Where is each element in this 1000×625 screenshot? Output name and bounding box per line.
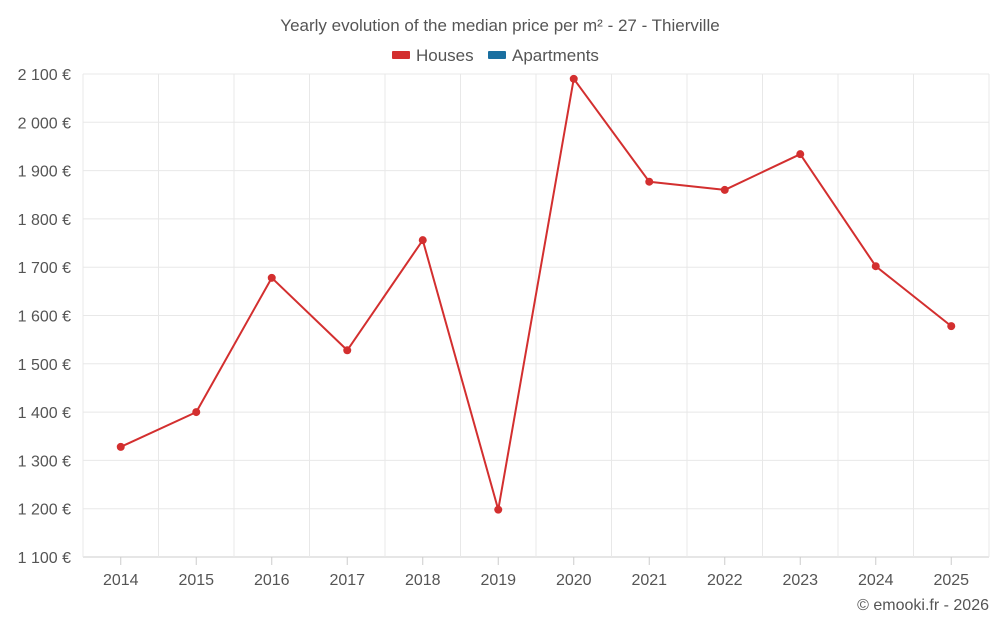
data-point-houses-2020 [569,74,578,83]
data-point-houses-2017 [343,346,352,355]
y-tick-label: 1 100 € [18,550,71,567]
y-tick-label: 2 100 € [18,67,71,84]
x-tick-label: 2024 [858,572,894,589]
data-point-houses-2022 [720,185,729,194]
x-tick-label: 2018 [405,572,441,589]
data-point-houses-2024 [871,262,880,271]
x-tick-label: 2021 [631,572,667,589]
y-axis: 1 100 € 1 200 € 1 300 € 1 400 € 1 500 € 1 600… [18,67,71,567]
data-point-houses-2018 [418,236,427,245]
legend: Houses Apartments [392,46,599,65]
x-tick-label: 2019 [480,572,516,589]
data-point-houses-2021 [645,177,654,186]
x-tick-label: 2017 [329,572,365,589]
legend-label-houses: Houses [416,46,474,65]
y-tick-label: 1 400 € [18,405,71,422]
x-tick-label: 2025 [933,572,969,589]
x-tick-label: 2023 [782,572,818,589]
plot-area [116,74,956,514]
x-tick-label: 2015 [178,572,214,589]
y-tick-label: 2 000 € [18,115,71,132]
y-tick-label: 1 800 € [18,212,71,229]
data-point-houses-2015 [192,408,201,417]
legend-swatch-apartments [488,51,506,59]
data-point-houses-2025 [947,322,956,331]
y-tick-label: 1 600 € [18,309,71,326]
legend-swatch-houses [392,51,410,59]
y-tick-label: 1 700 € [18,260,71,277]
legend-item-houses[interactable]: Houses [392,46,474,65]
chart-title: Yearly evolution of the median price per… [280,16,719,35]
data-point-houses-2019 [494,505,503,514]
grid [82,73,990,558]
x-tick-label: 2016 [254,572,290,589]
data-point-houses-2023 [796,150,805,159]
y-tick-label: 1 900 € [18,164,71,181]
data-point-houses-2014 [116,442,125,451]
x-tick-label: 2022 [707,572,743,589]
x-tick-label: 2020 [556,572,592,589]
y-tick-label: 1 300 € [18,453,71,470]
x-tick-label: 2014 [103,572,139,589]
credit: © emooki.fr - 2026 [857,597,989,614]
series-line-houses [120,77,952,511]
x-axis: 2014 2015 2016 2017 2018 2019 2020 2021 2022 2023… [103,557,969,589]
legend-item-apartments[interactable]: Apartments [488,46,599,65]
legend-label-apartments: Apartments [512,46,599,65]
data-point-houses-2016 [267,273,276,282]
y-tick-label: 1 200 € [18,502,71,519]
y-tick-label: 1 500 € [18,357,71,374]
